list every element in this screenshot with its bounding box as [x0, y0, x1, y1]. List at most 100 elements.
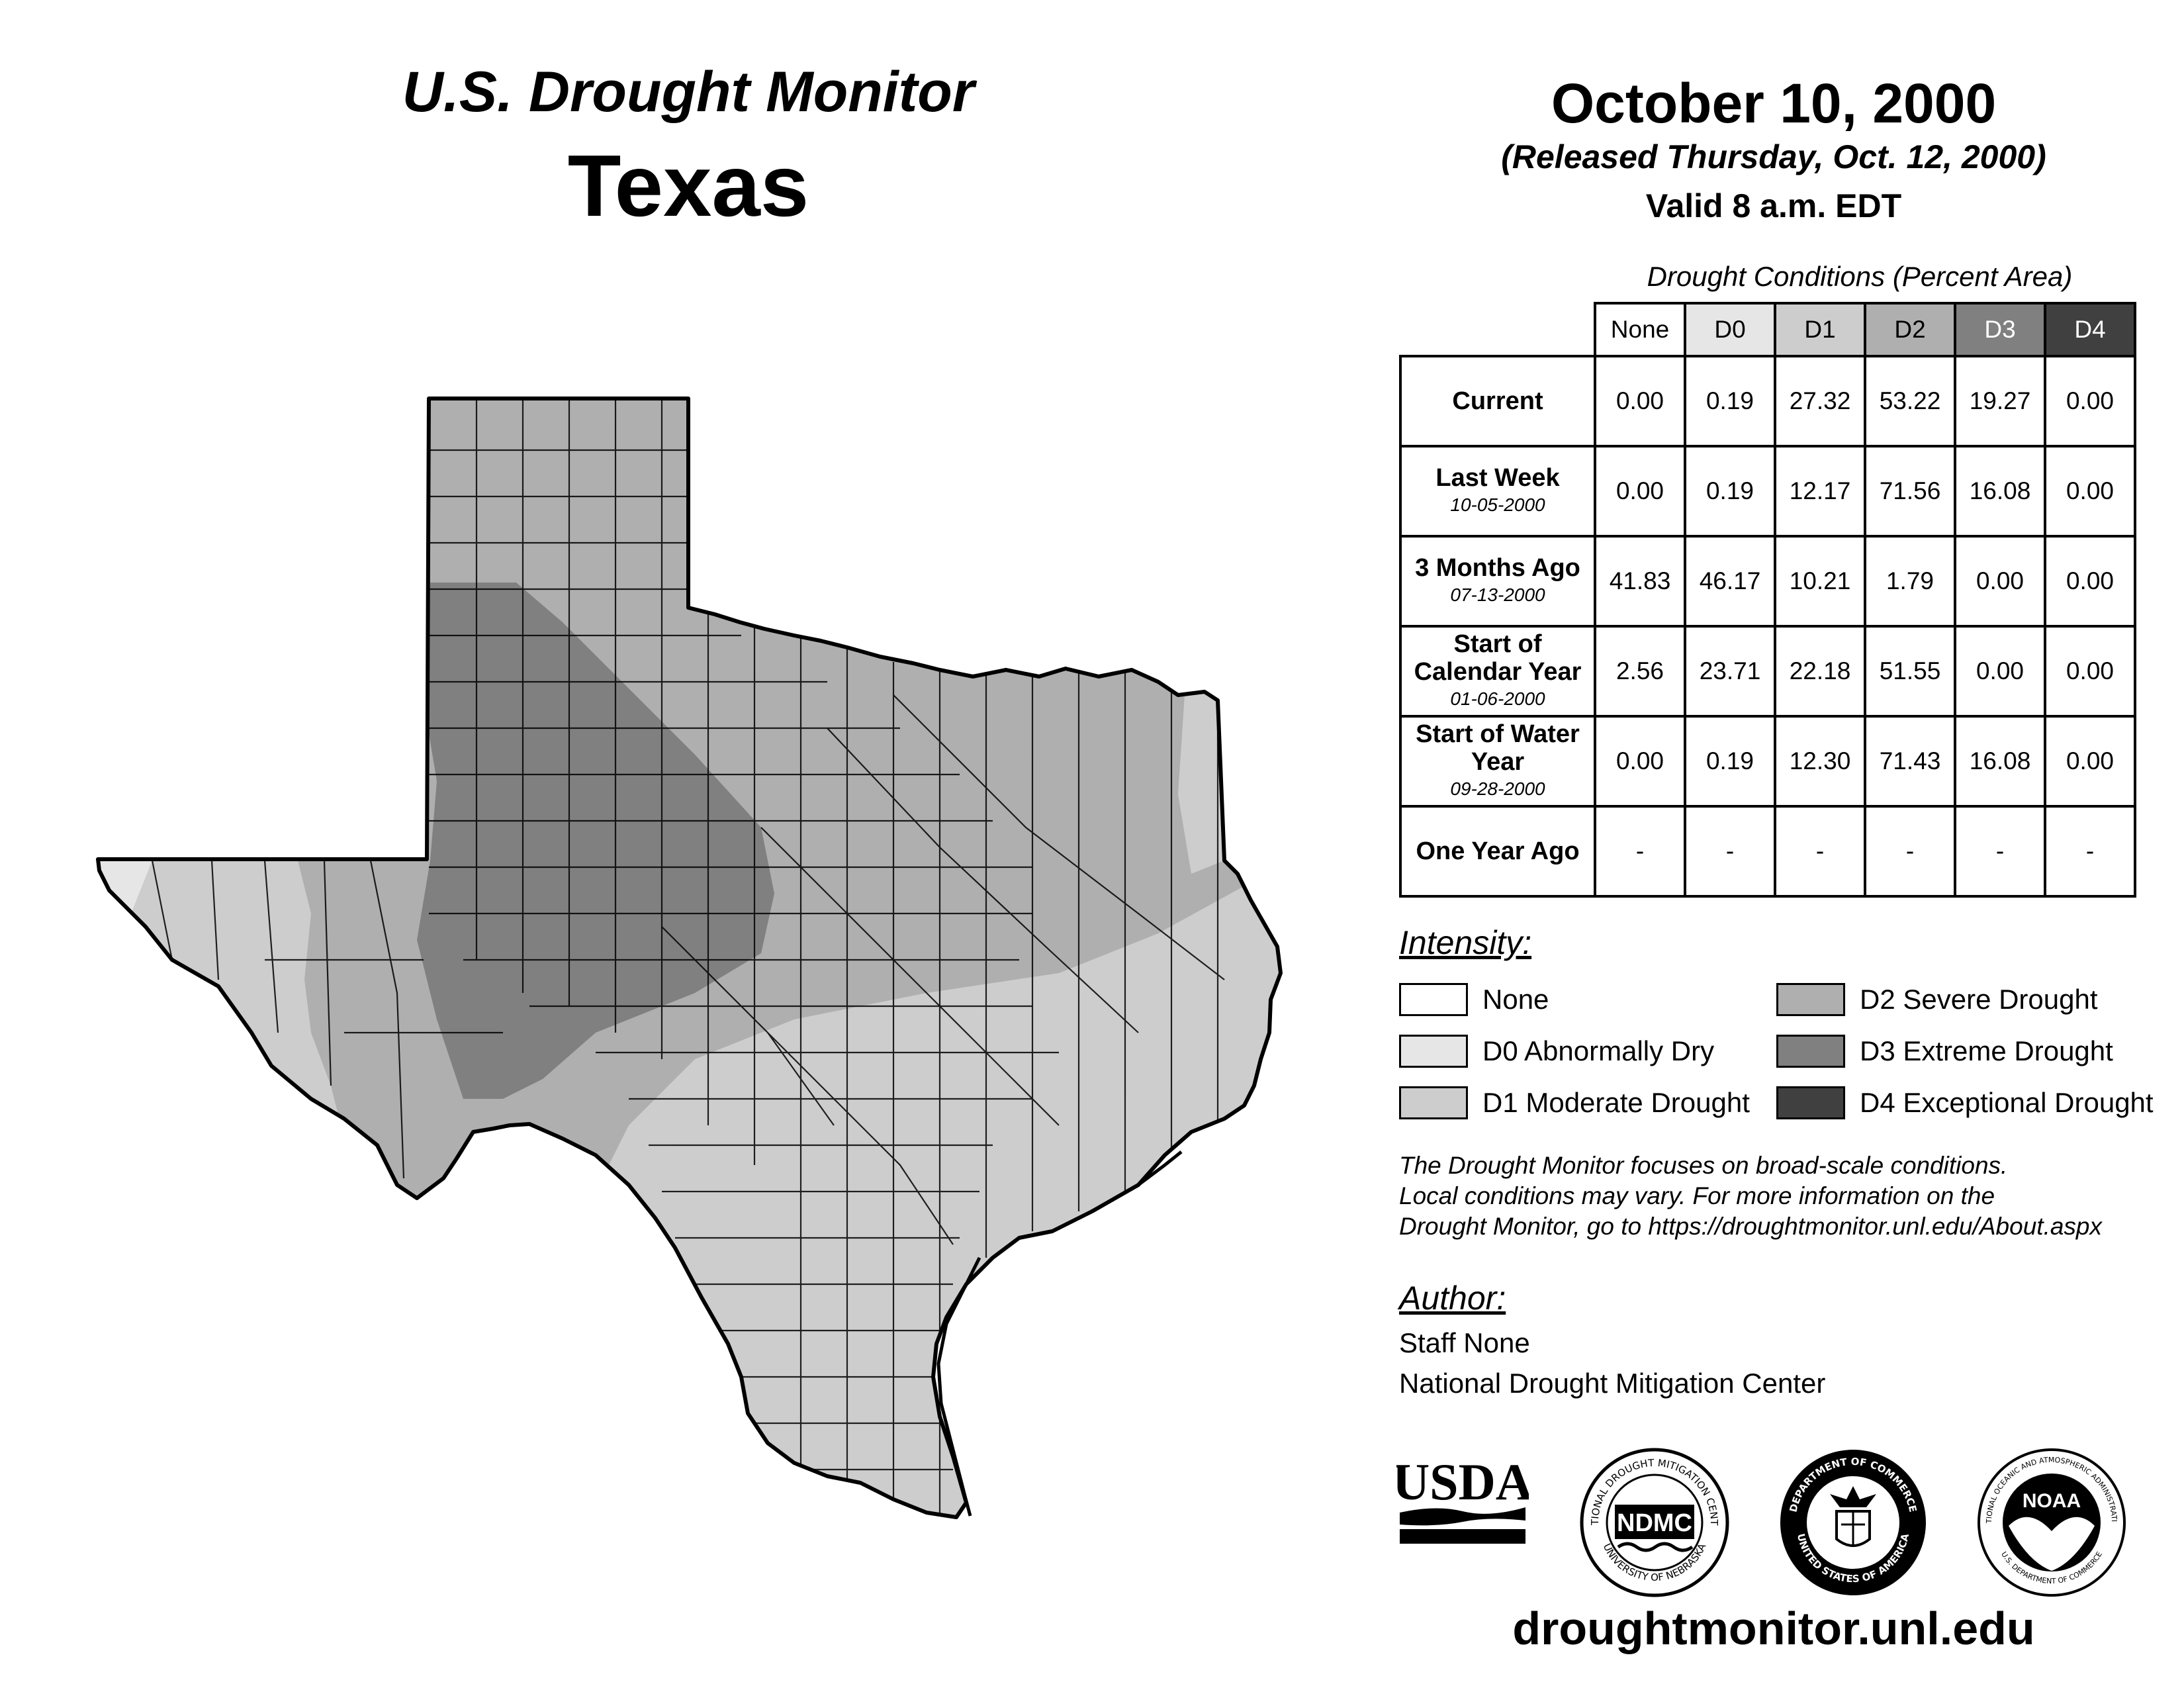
- table-cell: 16.08: [1954, 715, 2046, 808]
- table-cell: 51.55: [1864, 625, 1956, 718]
- note-line: Local conditions may vary. For more info…: [1399, 1182, 1995, 1209]
- table-cell: 0.19: [1684, 445, 1776, 538]
- noaa-logo: NATIONAL OCEANIC AND ATMOSPHERIC ADMINIS…: [1976, 1446, 2126, 1597]
- table-row: Start of Water Year 09-28-2000 0.00 0.19 …: [1399, 715, 2136, 808]
- table-row: Last Week 10-05-2000 0.00 0.19 12.17 71.5…: [1399, 445, 2136, 538]
- table-cell: 10.21: [1774, 535, 1866, 628]
- row-date: 10-05-2000: [1450, 494, 1545, 515]
- table-cell: -: [1774, 805, 1866, 898]
- table-cell: 0.19: [1684, 355, 1776, 447]
- row-date: 07-13-2000: [1450, 585, 1545, 605]
- noaa-text: NOAA: [2023, 1490, 2081, 1512]
- usda-hills: [1400, 1507, 1525, 1526]
- legend-item-d2: D2 Severe Drought: [1776, 981, 2098, 1018]
- table-cell: 23.71: [1684, 625, 1776, 718]
- table-cell: -: [1684, 805, 1776, 898]
- table-cell: 0.00: [1954, 535, 2046, 628]
- table-cell: 0.00: [1954, 625, 2046, 718]
- region-title: Texas: [567, 137, 809, 234]
- row-label: Start of Calendar Year 01-06-2000: [1399, 625, 1596, 718]
- row-label: Current: [1399, 355, 1596, 447]
- table-row: 3 Months Ago 07-13-2000 41.83 46.17 10.21…: [1399, 535, 2136, 628]
- table-cell: 0.00: [2044, 355, 2136, 447]
- table-cell: 46.17: [1684, 535, 1776, 628]
- col-d2: D2: [1864, 302, 1956, 357]
- table-cell: 41.83: [1594, 535, 1686, 628]
- table-cell: 22.18: [1774, 625, 1866, 718]
- row-label: Last Week 10-05-2000: [1399, 445, 1596, 538]
- legend-label: D1 Moderate Drought: [1482, 1087, 1750, 1118]
- release-date: (Released Thursday, Oct. 12, 2000): [1501, 138, 2046, 175]
- author-title: Author:: [1399, 1280, 1506, 1317]
- commerce-logo: DEPARTMENT OF COMMERCE UNITED STATES OF …: [1780, 1450, 1926, 1595]
- legend-item-none: None: [1399, 981, 1549, 1018]
- legend-item-d3: D3 Extreme Drought: [1776, 1033, 2113, 1070]
- legend-swatch: [1776, 1086, 1845, 1119]
- legend-swatch: [1399, 1086, 1468, 1119]
- seagull-icon: [2009, 1517, 2095, 1571]
- table-cell: 12.30: [1774, 715, 1866, 808]
- valid-time: Valid 8 a.m. EDT: [1645, 187, 1902, 224]
- table-cell: -: [1594, 805, 1686, 898]
- usda-text: USDA: [1396, 1453, 1529, 1511]
- table-row: One Year Ago - - - - - -: [1399, 805, 2136, 898]
- note-line: The Drought Monitor focuses on broad-sca…: [1399, 1152, 2008, 1179]
- author-org: National Drought Mitigation Center: [1399, 1368, 1826, 1399]
- monitor-title: U.S. Drought Monitor: [402, 60, 975, 124]
- table-cell: 0.00: [2044, 625, 2136, 718]
- table-cell: -: [2044, 805, 2136, 898]
- legend-label: D2 Severe Drought: [1860, 984, 2098, 1015]
- table-cell: 71.56: [1864, 445, 1956, 538]
- table-header-row: None D0 D1 D2 D3 D4: [1400, 302, 2136, 357]
- table-cell: 2.56: [1594, 625, 1686, 718]
- row-date: 01-06-2000: [1450, 688, 1545, 709]
- table-cell: 71.43: [1864, 715, 1956, 808]
- legend-title: Intensity:: [1399, 924, 1532, 961]
- legend-label: None: [1482, 984, 1549, 1015]
- table-cell: 27.32: [1774, 355, 1866, 447]
- col-d4: D4: [2044, 302, 2136, 357]
- table-cell: 53.22: [1864, 355, 1956, 447]
- table-cell: 0.00: [2044, 715, 2136, 808]
- table-cell: 0.00: [1594, 445, 1686, 538]
- legend-item-d1: D1 Moderate Drought: [1399, 1084, 1750, 1121]
- row-label: 3 Months Ago 07-13-2000: [1399, 535, 1596, 628]
- ndmc-logo: NATIONAL DROUGHT MITIGATION CENTER UNIVE…: [1578, 1446, 1729, 1597]
- legend-label: D4 Exceptional Drought: [1860, 1087, 2154, 1118]
- legend-label: D3 Extreme Drought: [1860, 1035, 2113, 1066]
- row-label: One Year Ago: [1399, 805, 1596, 898]
- legend-swatch: [1399, 983, 1468, 1016]
- author-name: Staff None: [1399, 1327, 1530, 1358]
- table-cell: 1.79: [1864, 535, 1956, 628]
- legend-swatch: [1776, 983, 1845, 1016]
- table-cell: 0.19: [1684, 715, 1776, 808]
- table-cell: 16.08: [1954, 445, 2046, 538]
- legend-label: D0 Abnormally Dry: [1482, 1035, 1715, 1066]
- col-none: None: [1594, 302, 1686, 357]
- drought-conditions-table: None D0 D1 D2 D3 D4 Current 0.00 0.19 27…: [1399, 302, 2136, 898]
- ndmc-text: NDMC: [1617, 1509, 1692, 1537]
- website-url[interactable]: droughtmonitor.unl.edu: [1512, 1603, 2035, 1654]
- table-row: Start of Calendar Year 01-06-2000 2.56 23…: [1399, 625, 2136, 718]
- usda-logo: USDA: [1396, 1453, 1529, 1544]
- table-cell: 0.00: [2044, 445, 2136, 538]
- table-cell: 19.27: [1954, 355, 2046, 447]
- shield-icon: [1835, 1510, 1871, 1547]
- map-date: October 10, 2000: [1551, 72, 1997, 134]
- table-cell: -: [1954, 805, 2046, 898]
- legend-swatch: [1399, 1035, 1468, 1068]
- usda-bar: [1400, 1529, 1525, 1544]
- table-row: Current 0.00 0.19 27.32 53.22 19.27 0.00: [1399, 355, 2136, 447]
- col-d0: D0: [1684, 302, 1776, 357]
- eagle-icon: [1830, 1486, 1876, 1507]
- row-date: 09-28-2000: [1450, 778, 1545, 799]
- table-cell: 0.00: [2044, 535, 2136, 628]
- table-cell: 0.00: [1594, 355, 1686, 447]
- note-line: Drought Monitor, go to https://droughtmo…: [1399, 1213, 2102, 1240]
- legend-item-d0: D0 Abnormally Dry: [1399, 1033, 1714, 1070]
- texas-drought-map: [0, 0, 1337, 1688]
- row-label: Start of Water Year 09-28-2000: [1399, 715, 1596, 808]
- table-cell: 0.00: [1594, 715, 1686, 808]
- col-d1: D1: [1774, 302, 1866, 357]
- legend-item-d4: D4 Exceptional Drought: [1776, 1084, 2154, 1121]
